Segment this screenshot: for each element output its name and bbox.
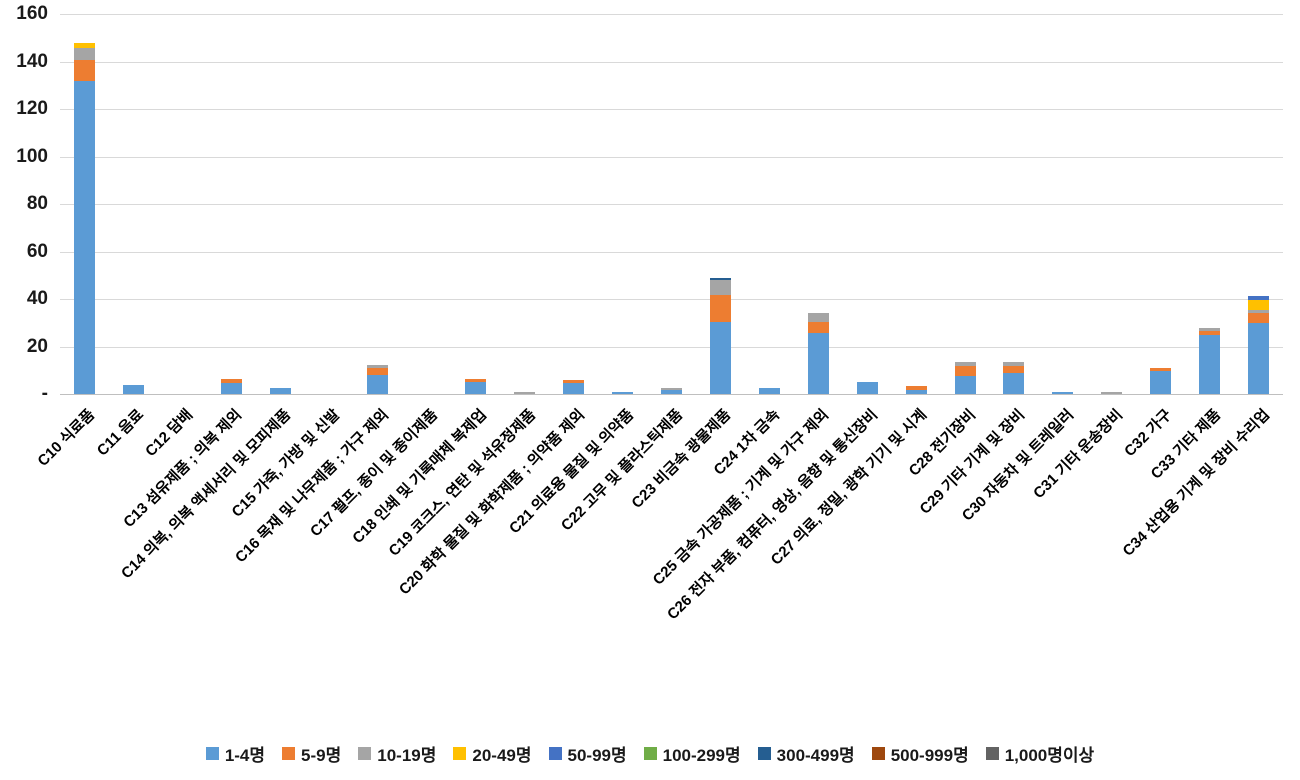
bar-segment-C16-1-4명	[367, 375, 389, 394]
y-tick-label: 60	[26, 240, 48, 262]
bar-segment-C25-5-9명	[807, 322, 829, 334]
y-tick-label: 20	[26, 335, 48, 357]
legend-label: 10-19명	[377, 746, 437, 765]
bar-segment-C23-1-4명	[709, 321, 731, 394]
y-tick-label: 120	[16, 98, 48, 119]
y-tick-label: 100	[16, 145, 48, 167]
legend-swatch-icon	[643, 747, 657, 760]
bar-segment-C21-1-4명	[612, 391, 634, 394]
bar-segment-C10-1-4명	[73, 80, 95, 394]
bar-segment-C26-1-4명	[856, 381, 878, 394]
legend-item-20-49명: 20-49명	[453, 741, 532, 766]
legend-label: 20-49명	[472, 746, 532, 765]
legend-swatch-icon	[757, 747, 771, 760]
legend-item-10-19명: 10-19명	[358, 741, 436, 766]
gridline-y-20	[60, 346, 1283, 348]
bar-segment-C13-1-4명	[220, 383, 242, 394]
bar-segment-C19-10-19명	[514, 391, 536, 394]
bar-segment-C33-5-9명	[1199, 331, 1221, 335]
legend-label: 1,000명이상	[1004, 746, 1095, 765]
bar-segment-C28-5-9명	[954, 365, 976, 376]
legend-label: 1-4명	[224, 746, 266, 765]
bar-segment-C10-5-9명	[73, 60, 95, 81]
bar-segment-C18-5-9명	[465, 378, 487, 383]
bar-segment-C27-1-4명	[905, 390, 927, 394]
bar-segment-C11-1-4명	[122, 384, 144, 394]
bar-segment-C16-10-19명	[367, 364, 389, 368]
bar-segment-C34-20-49명	[1248, 299, 1270, 310]
legend-label: 5-9명	[301, 746, 342, 765]
y-tick-label: 140	[16, 50, 48, 72]
bar-segment-C27-5-9명	[905, 385, 927, 391]
bar-segment-C34-50-99명	[1248, 295, 1270, 300]
bar-segment-C33-1-4명	[1199, 334, 1221, 394]
bar-segment-C29-5-9명	[1003, 365, 1025, 373]
legend-swatch-icon	[548, 747, 562, 760]
bar-segment-C32-1-4명	[1150, 371, 1172, 394]
bar-segment-C24-1-4명	[758, 387, 780, 394]
gridline-y-160	[60, 14, 1283, 15]
legend-item-1,000명이상: 1,000명이상	[985, 741, 1095, 766]
bar-segment-C32-5-9명	[1150, 367, 1172, 372]
legend-item-5-9명: 5-9명	[282, 741, 341, 766]
bar-segment-C34-10-19명	[1248, 309, 1270, 313]
bar-segment-C28-10-19명	[954, 361, 976, 366]
legend-label: 300-499명	[776, 746, 855, 765]
gridline-y-60	[60, 251, 1283, 253]
y-tick-label: -	[41, 383, 48, 404]
bar-segment-C20-5-9명	[563, 380, 585, 384]
legend-swatch-icon	[453, 747, 467, 760]
x-axis-line	[60, 394, 1283, 395]
bar-segment-C10-20-49명	[73, 42, 95, 49]
legend: 1-4명 5-9명 10-19명 20-49명 50-99명 100-299명 300-49…	[0, 741, 1300, 766]
legend-item-500-999명: 500-999명	[871, 741, 969, 766]
legend-item-1-4명: 1-4명	[205, 741, 266, 766]
bar-segment-C30-1-4명	[1052, 391, 1074, 394]
bar-segment-C29-1-4명	[1003, 372, 1025, 394]
gridline-y-100	[60, 156, 1283, 158]
bar-segment-C18-1-4명	[465, 382, 487, 394]
bar-segment-C34-5-9명	[1248, 312, 1270, 323]
bar-segment-C28-1-4명	[954, 375, 976, 394]
bar-segment-C22-10-19명	[661, 388, 682, 391]
legend-label: 50-99명	[567, 746, 627, 765]
bar-segment-C20-1-4명	[563, 383, 585, 394]
bar-segment-C14-1-4명	[269, 388, 291, 394]
bar-segment-C13-5-9명	[220, 378, 242, 384]
bar-segment-C22-1-4명	[661, 390, 682, 394]
legend-swatch-icon	[871, 747, 885, 760]
legend-swatch-icon	[205, 747, 219, 760]
bar-segment-C25-10-19명	[807, 313, 829, 323]
bar-segment-C31-10-19명	[1101, 391, 1123, 394]
bar-segment-C10-10-19명	[73, 48, 95, 61]
bar-segment-C23-5-9명	[709, 295, 731, 322]
gridline-y-80	[60, 204, 1283, 205]
y-tick-label: 160	[16, 3, 48, 24]
legend-item-50-99명: 50-99명	[548, 741, 627, 766]
legend-item-300-499명: 300-499명	[757, 741, 855, 766]
legend-swatch-icon	[985, 747, 999, 760]
legend-item-100-299명: 100-299명	[643, 741, 741, 766]
bar-segment-C23-10-19명	[709, 280, 731, 296]
bar-segment-C33-10-19명	[1199, 327, 1221, 332]
bar-segment-C16-5-9명	[367, 367, 389, 375]
plot-area	[60, 14, 1283, 395]
legend-swatch-icon	[282, 747, 296, 760]
y-tick-label: 40	[26, 288, 48, 309]
gridline-y-120	[60, 109, 1283, 110]
bar-segment-C29-10-19명	[1003, 361, 1025, 366]
legend-swatch-icon	[358, 747, 372, 760]
bar-segment-C34-1-4명	[1248, 322, 1270, 394]
y-tick-label: 80	[26, 193, 48, 214]
bar-segment-C25-1-4명	[807, 333, 829, 394]
legend-label: 100-299명	[662, 746, 741, 765]
gridline-y-140	[60, 61, 1283, 63]
legend-label: 500-999명	[890, 746, 969, 765]
bar-segment-C23-300-499명	[709, 278, 731, 281]
gridline-y-40	[60, 299, 1283, 300]
